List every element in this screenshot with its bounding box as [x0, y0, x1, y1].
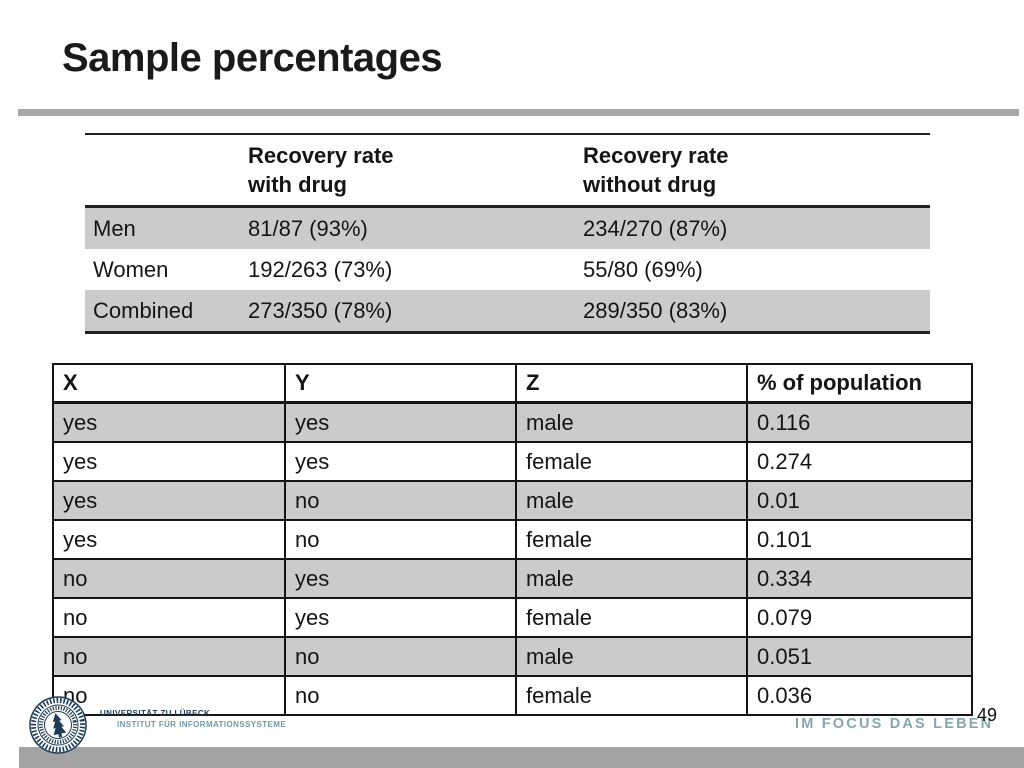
cell-z: female: [515, 675, 748, 716]
cell-x: no: [52, 636, 286, 677]
recovery-header-with-drug: Recovery rate with drug: [248, 134, 583, 208]
table-row: no no female 0.036: [52, 675, 973, 716]
table-row: no yes female 0.079: [52, 597, 973, 638]
recovery-header-without-drug: Recovery rate without drug: [583, 134, 930, 208]
recovery-header-row: Recovery rate with drug Recovery rate wi…: [85, 134, 930, 208]
recovery-header-with-drug-line1: Recovery rate: [248, 143, 394, 168]
cell-z: female: [515, 441, 748, 482]
col-header-y: Y: [284, 363, 517, 404]
cell-percent: 0.334: [746, 558, 973, 599]
cell-y: yes: [284, 558, 517, 599]
row-label: Women: [93, 256, 169, 282]
cell-y: yes: [284, 441, 517, 482]
university-name-label: UNIVERSITÄT ZU LÜBECK: [100, 709, 211, 718]
recovery-header-without-drug-line2: without drug: [583, 172, 717, 197]
row-label: Combined: [85, 290, 248, 333]
cell-percent: 0.01: [746, 480, 973, 521]
cell-percent: 0.116: [746, 401, 973, 443]
motto-label: IM FOCUS DAS LEBEN: [795, 716, 994, 732]
cell-y: no: [284, 675, 517, 716]
cell-z: male: [515, 558, 748, 599]
cell-y: no: [284, 636, 517, 677]
institute-name-label: INSTITUT FÜR INFORMATIONSSYSTEME: [117, 720, 287, 729]
cell-x: yes: [52, 441, 286, 482]
cell-z: female: [515, 519, 748, 560]
population-header-row: X Y Z % of population: [52, 363, 973, 404]
table-row-combined: Combined 273/350 (78%) 289/350 (83%): [85, 290, 930, 333]
population-table: X Y Z % of population yes yes male 0.116…: [52, 363, 973, 716]
row-label: Men: [85, 206, 248, 249]
table-row: yes yes female 0.274: [52, 441, 973, 482]
cell-without-drug: 234/270 (87%): [583, 206, 930, 249]
recovery-header-with-drug-line2: with drug: [248, 172, 347, 197]
title-divider-bar: [18, 109, 1019, 116]
table-row-women: Women 192/263 (73%) 55/80 (69%): [85, 249, 930, 290]
cell-z: male: [515, 480, 748, 521]
cell-percent: 0.101: [746, 519, 973, 560]
table-row: yes no male 0.01: [52, 480, 973, 521]
table-row: yes yes male 0.116: [52, 401, 973, 443]
cell-y: yes: [284, 401, 517, 443]
cell-without-drug: 289/350 (83%): [583, 290, 930, 333]
col-header-percent: % of population: [746, 363, 973, 404]
cell-x: yes: [52, 401, 286, 443]
cell-y: no: [284, 519, 517, 560]
cell-with-drug: 192/263 (73%): [248, 256, 393, 282]
page-number: 49: [977, 705, 998, 725]
cell-percent: 0.036: [746, 675, 973, 716]
cell-z: female: [515, 597, 748, 638]
cell-without-drug: 55/80 (69%): [583, 256, 703, 282]
recovery-header-empty: [85, 134, 248, 208]
cell-x: yes: [52, 480, 286, 521]
cell-y: no: [284, 480, 517, 521]
cell-percent: 0.274: [746, 441, 973, 482]
recovery-header-without-drug-line1: Recovery rate: [583, 143, 729, 168]
table-row: no yes male 0.334: [52, 558, 973, 599]
cell-x: yes: [52, 519, 286, 560]
col-header-x: X: [52, 363, 286, 404]
cell-percent: 0.051: [746, 636, 973, 677]
table-row: yes no female 0.101: [52, 519, 973, 560]
col-header-z: Z: [515, 363, 748, 404]
footer-bar: [19, 747, 1024, 768]
recovery-rate-table: Recovery rate with drug Recovery rate wi…: [85, 133, 930, 334]
cell-x: no: [52, 597, 286, 638]
cell-z: male: [515, 636, 748, 677]
cell-z: male: [515, 401, 748, 443]
page-title: Sample percentages: [62, 36, 443, 80]
cell-with-drug: 81/87 (93%): [248, 206, 583, 249]
cell-y: yes: [284, 597, 517, 638]
cell-x: no: [52, 558, 286, 599]
table-row: no no male 0.051: [52, 636, 973, 677]
cell-percent: 0.079: [746, 597, 973, 638]
table-row-men: Men 81/87 (93%) 234/270 (87%): [85, 206, 930, 249]
cell-with-drug: 273/350 (78%): [248, 290, 583, 333]
university-seal-icon: [28, 692, 88, 763]
